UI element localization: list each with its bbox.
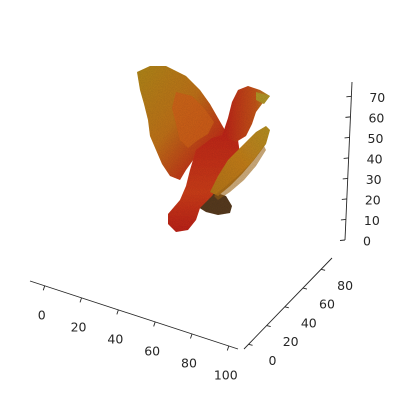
z-tick-label: 60 (368, 110, 384, 125)
z-tick-mark (343, 157, 349, 159)
y-tick-mark (302, 287, 308, 290)
z-tick-mark (342, 177, 348, 180)
z-tick-label: 50 (368, 131, 384, 146)
y-tick-label: 80 (337, 278, 353, 293)
x-tick-label: 60 (144, 343, 160, 358)
voxel-bird-object (137, 66, 270, 232)
y-tick-label: 60 (319, 297, 335, 312)
z-tick-mark (340, 219, 346, 221)
z-tick-label: 20 (365, 192, 381, 207)
object-beak (256, 92, 270, 104)
z-tick-label: 30 (366, 172, 382, 187)
object-right-wing (210, 126, 270, 196)
z-axis-line (344, 81, 353, 241)
y-tick-mark (321, 268, 326, 271)
x-axis-line (29, 280, 239, 350)
z-tick-mark (345, 116, 351, 118)
z-tick-label: 10 (364, 213, 380, 228)
x-tick-label: 20 (71, 319, 87, 334)
y-tick-mark (284, 306, 289, 309)
z-tick-mark (339, 239, 346, 241)
z-tick-mark (341, 198, 347, 200)
y-tick-label: 0 (269, 353, 277, 368)
x-tick-label: 100 (214, 367, 238, 382)
object-left-wing-inner (172, 92, 214, 148)
x-tick-mark (42, 285, 46, 291)
x-tick-mark (79, 297, 82, 303)
x-tick-mark (190, 333, 193, 339)
x-tick-label: 0 (38, 307, 46, 322)
object-body (168, 134, 240, 232)
z-tick-label: 40 (367, 151, 383, 166)
x-tick-mark (153, 321, 156, 327)
z-tick-mark (344, 136, 350, 139)
y-axis-line (243, 257, 333, 350)
object-right-wing-shade (214, 146, 266, 200)
x-tick-label: 80 (181, 355, 197, 370)
x-tick-mark (116, 309, 119, 315)
x-tick-label: 40 (107, 331, 123, 346)
y-tick-mark (248, 343, 253, 346)
y-tick-mark (266, 325, 271, 327)
y-tick-label: 20 (283, 334, 299, 349)
y-tick-label: 40 (301, 315, 317, 330)
x-tick-mark (226, 345, 230, 351)
z-tick-mark (346, 95, 352, 98)
z-tick-label: 70 (369, 90, 385, 105)
z-tick-label: 0 (363, 234, 371, 249)
